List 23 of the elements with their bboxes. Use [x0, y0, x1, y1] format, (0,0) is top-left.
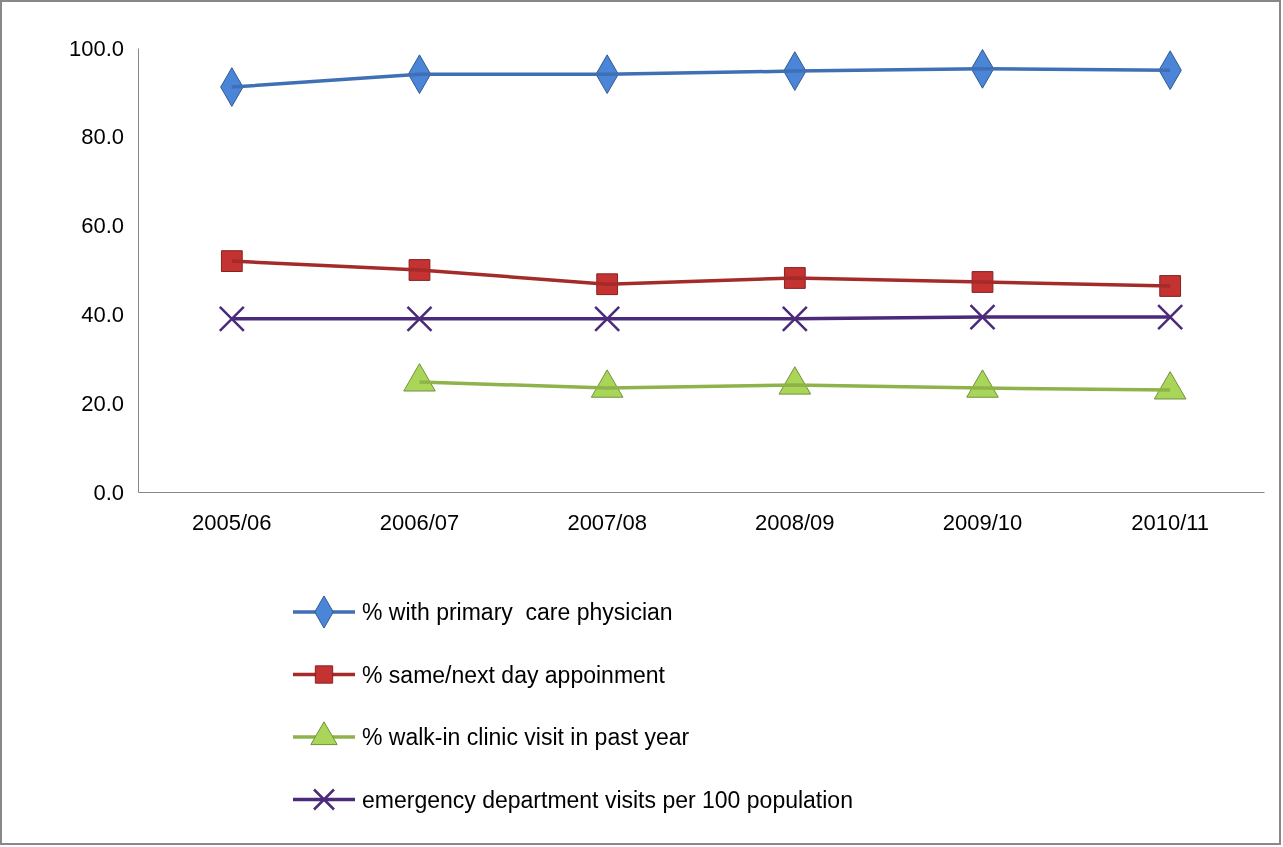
- y-tick-label: 100.0: [68, 35, 124, 61]
- x-tick-label: 2009/10: [942, 509, 1023, 535]
- x-tick-label: 2007/08: [567, 509, 647, 535]
- point: [218, 305, 246, 333]
- point: [781, 305, 809, 333]
- y-tick-label: 40.0: [81, 301, 124, 327]
- legend-label: emergency department visits per 100 population: [362, 786, 853, 813]
- point: [969, 303, 996, 331]
- legend-label: % same/next day appoinment: [362, 661, 666, 688]
- x-tick-label: 2008/09: [755, 509, 835, 535]
- x-tick-label: 2010/11: [1131, 509, 1210, 535]
- y-tick-label: 80.0: [81, 124, 124, 150]
- legend-label: % with primary care physician: [362, 599, 673, 625]
- point: [406, 305, 433, 333]
- point: [593, 305, 621, 333]
- y-tick-label: 0.0: [93, 479, 124, 505]
- point: [220, 250, 243, 273]
- x-tick-label: 2006/07: [379, 509, 460, 535]
- legend-label: % walk-in clinic visit in past year: [362, 724, 690, 750]
- y-tick-label: 20.0: [81, 390, 124, 416]
- x-tick-label: 2005/06: [192, 509, 272, 535]
- y-tick-label: 60.0: [81, 213, 124, 239]
- point: [1156, 303, 1184, 331]
